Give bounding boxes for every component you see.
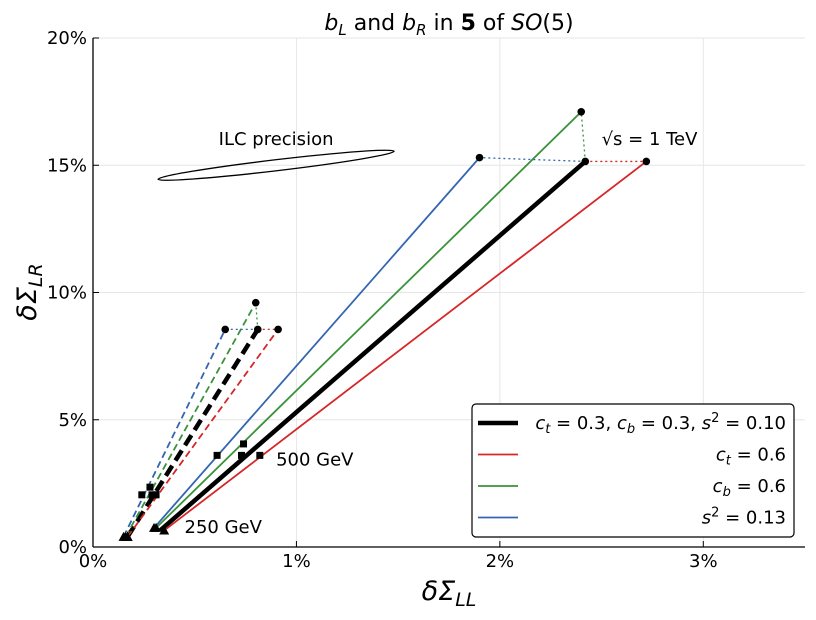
y-axis-label: δΣLR — [12, 263, 47, 320]
y-tick-label: 5% — [58, 410, 87, 431]
y-tick-label: 15% — [47, 155, 87, 176]
legend-label-cb: cb = 0.6 — [713, 476, 786, 500]
legend-label-ct: ct = 0.6 — [716, 445, 786, 469]
marker-500gev-s2-0 — [138, 491, 146, 499]
marker-250gev-ct — [159, 525, 170, 535]
marker-1tev-base — [581, 157, 590, 166]
ilc-precision-annotation — [157, 149, 395, 181]
series-group — [122, 111, 647, 539]
x-tick-label: 0% — [79, 551, 108, 572]
marker-500gev-cb-0 — [146, 483, 154, 491]
x-axis-label: δΣLL — [422, 576, 477, 611]
chart-title: bL and bR in 5 of SO(5) — [324, 11, 573, 39]
marker-1tev-cb — [577, 108, 586, 116]
marker-1tev-dashed-ct — [274, 325, 282, 334]
series-dashed-line-ct — [126, 328, 279, 538]
series-line-s2 — [153, 157, 481, 529]
markers-group — [118, 108, 651, 541]
x-tick-label: 3% — [689, 551, 718, 572]
energy-250gev-label: 250 GeV — [185, 517, 263, 538]
x-tick-label: 2% — [486, 551, 515, 572]
energy-1tev-label: √s = 1 TeV — [602, 129, 699, 150]
marker-500gev-ct-1 — [256, 451, 264, 459]
ilc-precision-ellipse — [157, 149, 395, 181]
marker-1tev-dashed-base — [253, 325, 262, 334]
marker-500gev-cb-1 — [240, 440, 248, 448]
dotted-connector-tev-cb — [580, 111, 586, 162]
legend: ct = 0.3, cb = 0.3, s2 = 0.10 ct = 0.6 cb … — [471, 403, 795, 538]
energy-500gev-label: 500 GeV — [276, 450, 354, 471]
legend-box — [471, 403, 795, 538]
series-dashed-line-cb — [124, 302, 257, 538]
marker-1tev-ct — [642, 157, 651, 166]
series-line-base — [158, 159, 587, 533]
y-tick-label: 0% — [58, 537, 87, 558]
y-tick-label: 20% — [47, 28, 87, 49]
series-line-cb — [155, 111, 582, 529]
marker-500gev-ct-0 — [152, 491, 160, 499]
marker-500gev-s2-1 — [213, 451, 221, 459]
marker-1tev-s2 — [475, 153, 484, 162]
x-tick-label: 1% — [282, 551, 311, 572]
marker-500gev-base-0 — [148, 491, 156, 499]
marker-250gev-dashed-s2 — [118, 531, 129, 541]
series-line-ct — [163, 160, 647, 532]
series-dashed-line-s2 — [122, 329, 227, 538]
marker-500gev-base-1 — [238, 451, 246, 459]
marker-1tev-dashed-s2 — [221, 325, 230, 334]
legend-label-s2: s2 = 0.13 — [702, 506, 786, 529]
marker-250gev-s2 — [149, 522, 160, 532]
y-tick-label: 10% — [47, 283, 87, 304]
marker-1tev-dashed-cb — [251, 298, 260, 307]
legend-label-base: ct = 0.3, cb = 0.3, s2 = 0.10 — [535, 411, 786, 437]
series-dashed-line-base — [125, 328, 260, 539]
ilc-precision-label: ILC precision — [219, 129, 334, 150]
